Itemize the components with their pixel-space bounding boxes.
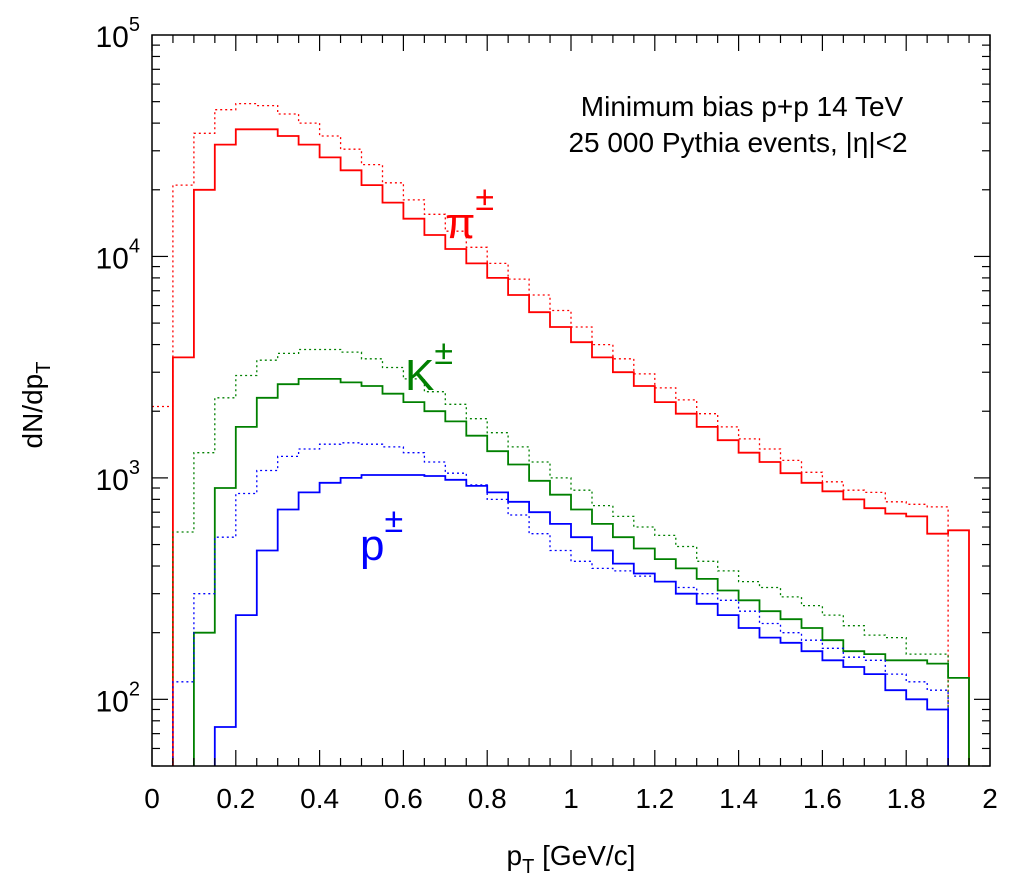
series-layer: [152, 102, 970, 766]
label-pion: π±: [445, 180, 494, 248]
x-tick-label: 1.6: [803, 783, 842, 814]
series-kaon-solid: [193, 378, 970, 766]
y-tick-label: 104: [96, 235, 141, 275]
y-axis-label: dN/dpT: [17, 362, 55, 449]
x-axis-label: pT [GeV/c]: [507, 840, 636, 878]
x-tick-label: 1: [563, 783, 579, 814]
y-tick-label: 102: [96, 678, 141, 718]
label-proton: p±: [360, 502, 403, 570]
series-kaon-dotted: [172, 348, 949, 766]
y-tick-label: 103: [96, 457, 141, 497]
series-pion-solid: [172, 128, 970, 766]
annotation: Minimum bias p+p 14 TeV 25 000 Pythia ev…: [568, 91, 907, 158]
x-tick-label: 0: [144, 783, 160, 814]
series-proton-dotted: [172, 442, 949, 766]
x-axis-title: pT [GeV/c]: [507, 840, 636, 875]
x-tick-label: 0.8: [468, 783, 507, 814]
axis-layer: 0 0.2 0.4 0.6 0.8 1 1.2 1.4 1.6 1.8 2 102 103 104 105: [96, 14, 998, 814]
x-tick-label: 0.2: [216, 783, 255, 814]
annotation-line-2: 25 000 Pythia events, |η|<2: [568, 127, 907, 158]
x-tick-label: 2: [982, 783, 998, 814]
y-tick-label: 105: [96, 14, 141, 54]
y-axis-title: dN/dpT: [17, 362, 55, 449]
label-kaon: K±: [405, 334, 453, 400]
series-proton-solid: [213, 474, 949, 766]
annotation-line-1: Minimum bias p+p 14 TeV: [581, 91, 904, 122]
x-tick-label: 1.8: [887, 783, 926, 814]
x-tick-label: 0.4: [300, 783, 339, 814]
x-tick-label: 1.4: [719, 783, 758, 814]
x-tick-label: 0.6: [384, 783, 423, 814]
x-tick-label: 1.2: [635, 783, 674, 814]
series-labels: π± K± p±: [360, 180, 494, 570]
